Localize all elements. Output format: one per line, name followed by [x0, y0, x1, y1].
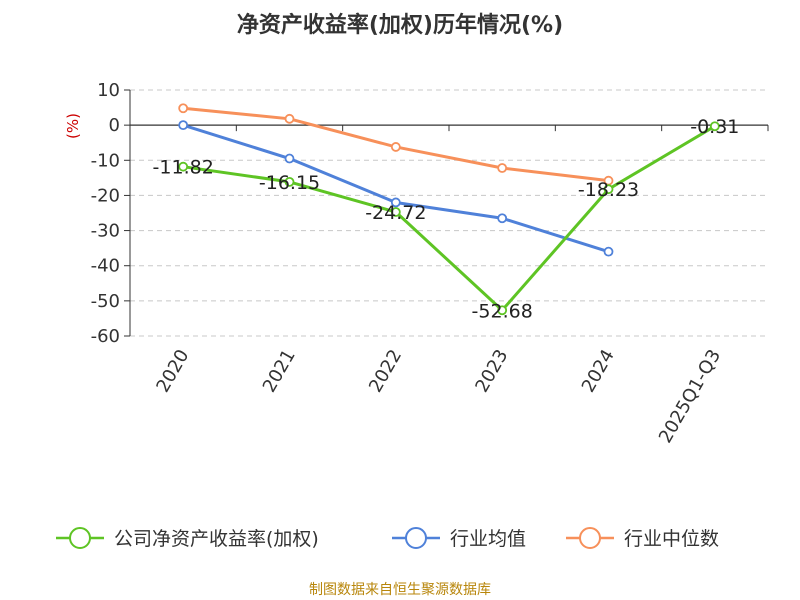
data-label: -0.31 [690, 116, 739, 138]
legend-label: 行业均值 [450, 528, 526, 550]
series-point-0 [178, 161, 189, 172]
data-label: -52.68 [472, 300, 533, 322]
grid [130, 89, 768, 337]
x-tick-label: 2023 [471, 346, 512, 396]
data-label: -24.72 [365, 202, 426, 224]
series-point-2 [390, 142, 401, 152]
series-point-1 [497, 213, 508, 224]
series-point-1 [603, 246, 614, 257]
y-tick-label: 10 [97, 80, 120, 101]
legend-swatch-marker [69, 527, 91, 549]
series-point-0 [603, 184, 614, 195]
legend: 公司净资产收益率(加权) 行业均值 行业中位数 [56, 527, 719, 550]
x-tick-label: 2021 [259, 346, 300, 396]
series-point-2 [178, 103, 189, 114]
x-tick-label: 2022 [365, 346, 406, 396]
legend-label: 行业中位数 [624, 528, 719, 550]
series-point-0 [709, 121, 720, 132]
data-labels: -11.82 -16.15 -24.72 -52.68 -18.23 -0.31 [153, 116, 740, 322]
x-tick-label: 2025Q1-Q3 [655, 346, 725, 447]
x-tick-label: 2024 [578, 346, 619, 396]
legend-swatch-marker [579, 527, 601, 549]
y-tick-label: -50 [91, 291, 120, 312]
source-note: 制图数据来自恒生聚源数据库 [309, 582, 491, 598]
data-label: -16.15 [259, 172, 320, 194]
legend-label: 公司净资产收益率(加权) [114, 528, 319, 550]
series-line-0 [182, 124, 716, 312]
legend-swatch-marker [405, 527, 427, 549]
y-tick-label: -60 [91, 326, 120, 347]
series-point-0 [284, 176, 295, 187]
series-point-0 [497, 305, 508, 316]
y-axis-label: (%) [64, 113, 82, 139]
chart-title: 净资产收益率(加权)历年情况(%) [237, 12, 563, 38]
legend-item-2[interactable]: 行业中位数 [566, 527, 719, 550]
series-point-0 [390, 207, 401, 217]
y-tick-label: -40 [91, 256, 120, 277]
series-point-1 [390, 197, 401, 208]
axes: 10 0 -10 -20 -30 -40 -50 -60 2020 2021 2022 2023 202… [91, 80, 769, 447]
data-label: -18.23 [578, 179, 639, 201]
legend-item-0[interactable]: 公司净资产收益率(加权) [56, 527, 319, 550]
y-tick-label: -20 [91, 185, 120, 206]
series-point-1 [284, 153, 295, 164]
series-point-2 [497, 163, 508, 173]
x-tick-label: 2020 [152, 346, 193, 396]
y-tick-label: 0 [109, 115, 120, 136]
y-tick-label: -10 [91, 150, 120, 171]
legend-item-1[interactable]: 行业均值 [392, 527, 526, 550]
series-point-2 [284, 113, 295, 124]
y-tick-label: -30 [91, 221, 120, 242]
series-point-1 [178, 120, 189, 131]
series-layer [178, 103, 720, 316]
data-label: -11.82 [153, 157, 214, 179]
